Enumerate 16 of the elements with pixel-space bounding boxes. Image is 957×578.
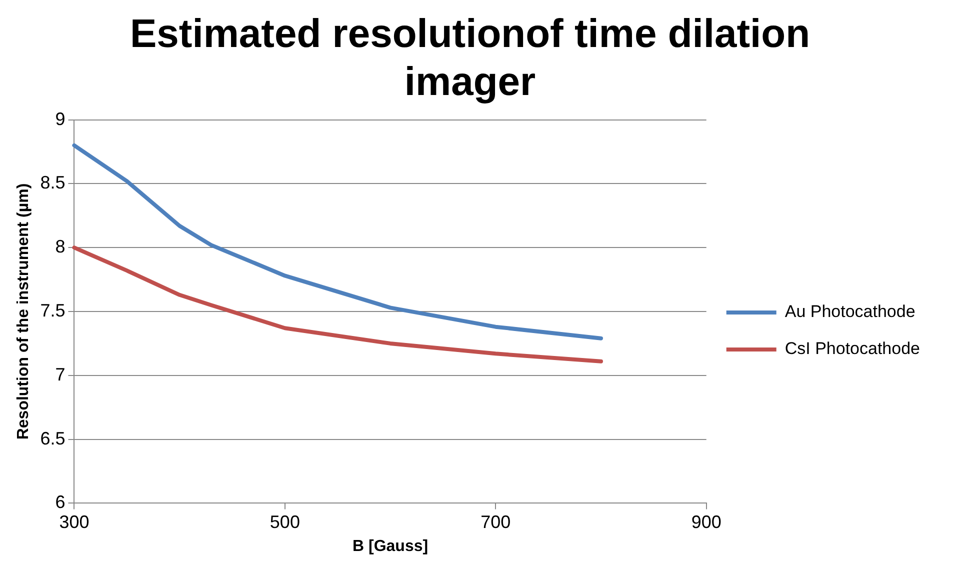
y-tick-label: 6.5 [40,428,66,448]
y-tick-label: 8 [55,236,66,257]
legend-label: Au Photocathode [784,302,916,322]
x-tick-label: 300 [59,512,90,532]
x-tick-label: 900 [691,512,722,532]
x-tick-label: 700 [480,512,511,532]
chart-title: Estimated resolutionof time dilation imager [128,11,812,106]
y-tick-label: 7 [55,364,66,384]
legend-label: CsI Photocathode [784,339,920,358]
y-tick-label: 8.5 [40,172,66,193]
y-tick-label: 6 [55,492,66,512]
x-axis-title: B [Gauss] [352,538,428,555]
y-axis-title: Resolution of the instrument (µm) [15,183,32,440]
y-tick-label: 7.5 [40,300,66,320]
y-tick-label: 9 [55,108,66,129]
x-tick-label: 500 [270,512,300,532]
